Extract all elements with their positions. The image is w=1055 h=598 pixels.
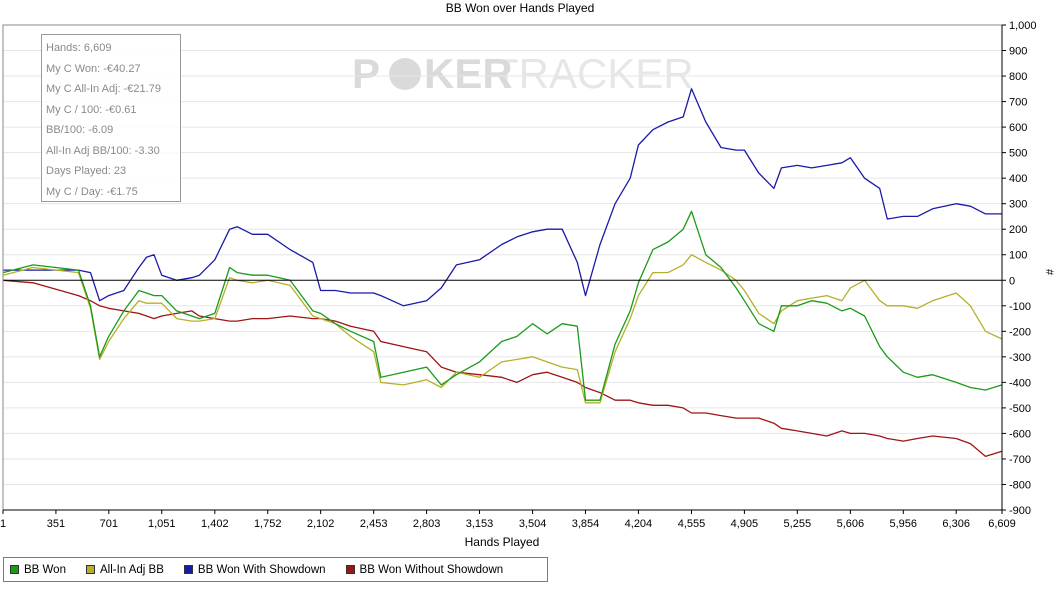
stat-my-c-won: My C Won: -€40.27 bbox=[46, 62, 141, 75]
x-tick-label: 5,956 bbox=[890, 518, 918, 530]
watermark-text-poker-1: P bbox=[352, 50, 380, 97]
axes bbox=[2, 24, 1003, 511]
y-tick-label: -700 bbox=[1009, 454, 1031, 466]
x-tick-label: 3,504 bbox=[519, 518, 547, 530]
y-tick-label: -100 bbox=[1009, 301, 1031, 313]
legend-swatch-without-showdown bbox=[345, 565, 355, 574]
y-tick-label: 300 bbox=[1009, 199, 1027, 211]
y-tick-label: -500 bbox=[1009, 403, 1031, 415]
y-tick-label: -200 bbox=[1009, 326, 1031, 338]
y-tick-label: 100 bbox=[1009, 250, 1027, 262]
x-tick-label: 4,555 bbox=[678, 518, 706, 530]
legend-swatch-with-showdown bbox=[183, 565, 193, 574]
x-tick-label: 2,102 bbox=[307, 518, 335, 530]
stats-summary-box: Hands: 6,609 My C Won: -€40.27 My C All-… bbox=[41, 34, 181, 202]
watermark-logo: P KER TRACKER bbox=[352, 50, 694, 97]
series-line-all-in-adj-bb bbox=[2, 254, 1003, 404]
y-tick-label: 400 bbox=[1009, 173, 1027, 185]
x-tick-label: 5,606 bbox=[837, 518, 865, 530]
x-tick-label: 1 bbox=[0, 518, 6, 530]
y-axis-label: # bbox=[1043, 269, 1055, 276]
x-tick-label: 3,854 bbox=[572, 518, 600, 530]
stat-all-in-adj-bb-per-100: All-In Adj BB/100: -3.30 bbox=[46, 144, 160, 157]
x-tick-label: 1,752 bbox=[254, 518, 282, 530]
chart-title: BB Won over Hands Played bbox=[446, 1, 595, 15]
x-tick-label: 6,306 bbox=[942, 518, 970, 530]
x-tick-label: 3,153 bbox=[466, 518, 494, 530]
watermark-chip-icon bbox=[389, 58, 421, 90]
legend-item-all-in-adj-bb[interactable]: All-In Adj BB bbox=[85, 563, 164, 576]
x-tick-label: 4,905 bbox=[731, 518, 759, 530]
stat-my-c-per-day: My C / Day: -€1.75 bbox=[46, 185, 138, 198]
y-tick-label: 500 bbox=[1009, 148, 1027, 160]
y-tick-label: 600 bbox=[1009, 122, 1027, 134]
legend-label: BB Won Without Showdown bbox=[359, 563, 504, 576]
y-axis-ticks: 1,000 900 800 700 600 500 400 300 200 100 0 -100 -20… bbox=[1002, 20, 1037, 517]
y-tick-label: 0 bbox=[1009, 275, 1015, 287]
legend-label: All-In Adj BB bbox=[99, 563, 164, 576]
x-tick-label: 2,453 bbox=[360, 518, 388, 530]
watermark-text-tracker: TRACKER bbox=[493, 50, 694, 97]
x-tick-label: 2,803 bbox=[413, 518, 441, 530]
series-lines bbox=[2, 88, 1003, 458]
x-tick-label: 1,051 bbox=[148, 518, 176, 530]
x-axis-label: Hands Played bbox=[465, 535, 540, 549]
y-tick-label: -400 bbox=[1009, 377, 1031, 389]
y-tick-label: 200 bbox=[1009, 224, 1027, 236]
x-axis-ticks: 1 351 701 1,051 1,402 1,752 2,102 2,453 2,803 3,1… bbox=[0, 510, 1016, 530]
y-tick-label: -900 bbox=[1009, 505, 1031, 517]
legend-swatch-all-in-adj-bb bbox=[85, 565, 95, 574]
x-tick-label: 701 bbox=[100, 518, 118, 530]
stat-my-c-per-100: My C / 100: -€0.61 bbox=[46, 103, 137, 116]
legend-label: BB Won With Showdown bbox=[197, 563, 326, 576]
legend-item-without-showdown[interactable]: BB Won Without Showdown bbox=[345, 563, 504, 576]
legend-item-with-showdown[interactable]: BB Won With Showdown bbox=[183, 563, 326, 576]
y-tick-label: 900 bbox=[1009, 46, 1027, 58]
y-tick-label: 700 bbox=[1009, 97, 1027, 109]
legend-label: BB Won bbox=[24, 563, 66, 576]
stat-my-c-all-in-adj: My C All-In Adj: -€21.79 bbox=[46, 83, 161, 95]
x-tick-label: 6,609 bbox=[988, 518, 1016, 530]
y-tick-label: 1,000 bbox=[1009, 20, 1037, 32]
series-line-bb-won bbox=[2, 210, 1003, 401]
y-tick-label: -800 bbox=[1009, 479, 1031, 491]
legend-item-bb-won[interactable]: BB Won bbox=[10, 564, 66, 576]
x-tick-label: 4,204 bbox=[625, 518, 653, 530]
x-tick-label: 5,255 bbox=[784, 518, 812, 530]
watermark-text-poker-2: KER bbox=[424, 50, 513, 97]
chart-legend: BB Won All-In Adj BB BB Won With Showdow… bbox=[3, 557, 548, 582]
stat-days-played: Days Played: 23 bbox=[46, 165, 127, 177]
legend-swatch-bb-won bbox=[10, 565, 19, 574]
y-tick-label: -600 bbox=[1009, 428, 1031, 440]
x-tick-label: 351 bbox=[47, 518, 65, 530]
series-line-bb-won-without-showdown bbox=[2, 279, 1003, 458]
y-tick-label: -300 bbox=[1009, 352, 1031, 364]
y-tick-label: 800 bbox=[1009, 71, 1027, 83]
stat-hands: Hands: 6,609 bbox=[46, 42, 112, 54]
x-tick-label: 1,402 bbox=[201, 518, 229, 530]
stat-bb-per-100: BB/100: -6.09 bbox=[46, 124, 114, 136]
